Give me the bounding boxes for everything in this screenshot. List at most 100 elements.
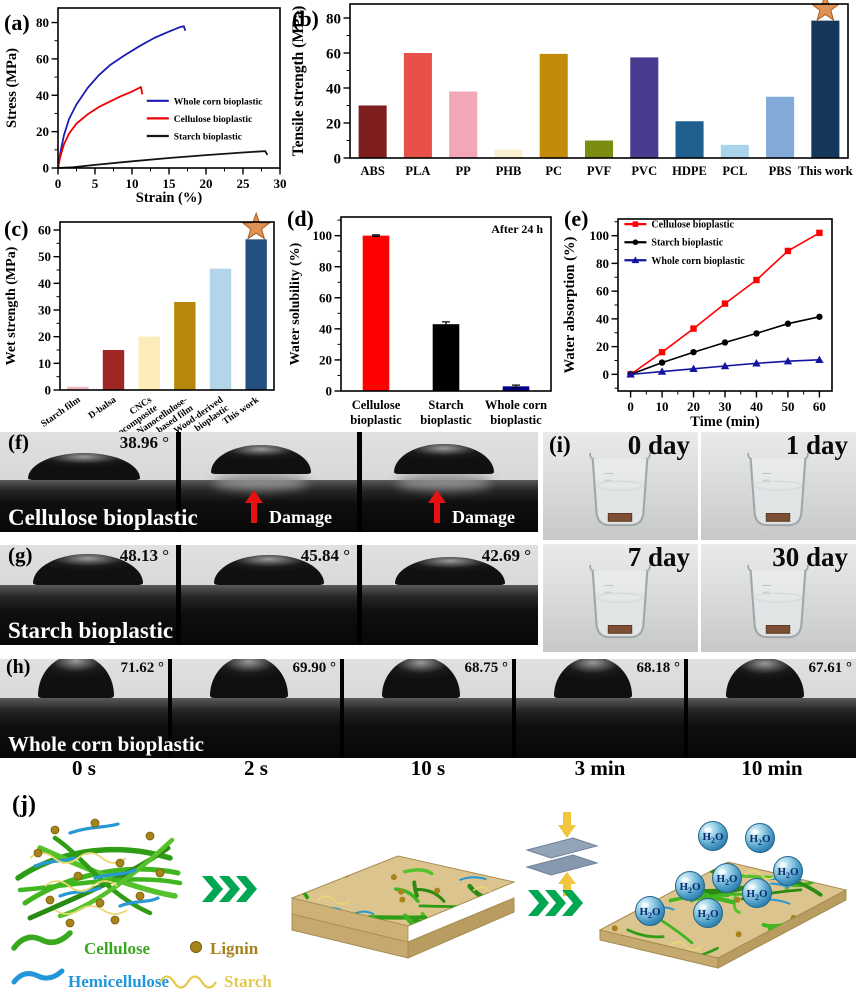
day-label: 30 day [772,544,848,572]
panel-i-beakers: 0 day (i) 1 day 7 day 30 day [543,432,856,652]
damage-mound [213,474,308,490]
svg-text:bioplastic: bioplastic [350,413,402,427]
svg-text:Water absorption (%): Water absorption (%) [562,236,578,373]
svg-text:H2O: H2O [697,908,719,922]
svg-text:PVC: PVC [631,164,657,178]
photo-frame: 68.18 ° [516,659,684,758]
svg-text:30: 30 [38,303,51,318]
svg-text:PCL: PCL [722,164,747,178]
svg-text:This work: This work [798,164,853,178]
water-droplet [554,659,632,698]
contact-angle-value: 38.96 ° [119,433,169,452]
svg-text:bioplastic: bioplastic [490,413,542,427]
damage-label: Damage [452,507,515,527]
svg-text:40: 40 [750,399,763,414]
hemicellulose-swatch [11,968,65,985]
panel-label-f: (f) [8,430,29,454]
svg-text:50: 50 [38,249,51,264]
svg-text:bioplastic: bioplastic [420,413,472,427]
legend-starch: Starch [224,972,272,991]
svg-text:80: 80 [319,259,332,274]
photo-frame: 42.69 ° [362,545,538,645]
water-droplet [28,453,140,480]
damage-mound [396,474,491,490]
svg-text:ABS: ABS [360,164,384,178]
svg-text:60: 60 [813,399,826,414]
contact-angle-value: 42.69 ° [481,546,531,565]
svg-text:60: 60 [38,223,51,238]
svg-text:H2O: H2O [749,833,771,847]
time-label: 3 min [574,756,626,780]
time-label: 0 s [72,756,96,780]
panel-label-b: (b) [292,6,319,31]
photo-frame: 71.62 ° [0,659,168,758]
svg-text:100: 100 [590,228,610,243]
svg-text:60: 60 [326,46,341,62]
water-droplet [210,659,288,698]
water-droplet [394,444,494,474]
svg-text:60: 60 [319,290,332,305]
svg-text:15: 15 [163,176,177,191]
photo-frame: 67.61 ° [688,659,856,758]
beaker-icon [733,452,823,539]
svg-text:Starch: Starch [428,398,463,412]
svg-text:Whole corn bioplastic: Whole corn bioplastic [651,256,745,267]
legend-lignin: Lignin [210,939,259,958]
svg-text:HDPE: HDPE [672,164,707,178]
chart-d-water-solubility: 0 20 40 60 80 100 Water solubility (%) Cellulos… [288,216,552,427]
damage-arrow-icon [245,490,263,523]
svg-text:80: 80 [36,15,49,30]
time-label: 10 s [410,756,446,780]
svg-text:20: 20 [200,176,213,191]
panel-label-a: (a) [4,10,30,35]
sample-surface [0,480,176,532]
svg-text:Starch bioplastic: Starch bioplastic [651,238,723,249]
svg-text:0: 0 [43,161,50,176]
svg-text:20: 20 [326,116,341,132]
beaker-icon [733,564,823,651]
svg-text:0: 0 [603,367,610,382]
contact-angle-value: 45.84 ° [300,546,350,565]
svg-text:H2O: H2O [679,881,701,895]
svg-text:25: 25 [237,176,251,191]
contact-angle-value: 71.62 ° [120,660,165,676]
bioplastic-sheet-illustration [290,855,516,959]
contact-angle-value: 67.61 ° [808,660,853,676]
svg-text:20: 20 [319,352,332,367]
svg-text:H2O: H2O [746,888,768,902]
svg-text:Tensile strength (MPa): Tensile strength (MPa) [290,6,307,157]
panel-label-i: (i) [549,432,571,457]
svg-text:PBS: PBS [769,164,792,178]
chart-b-tensile-strength: 0 20 40 60 80 Tensile strength (MPa) ABS PLA PP P… [290,0,853,178]
svg-text:Water solubility (%): Water solubility (%) [288,242,303,365]
svg-text:PLA: PLA [405,164,430,178]
svg-text:Stress (MPa): Stress (MPa) [4,48,20,128]
schematic-diagram: H2O H2O H2O H2O H2O H2O H2O H2O Cellulose Ligni… [11,812,848,991]
svg-text:40: 40 [596,311,609,326]
sample-name-label: Whole corn bioplastic [8,732,205,756]
svg-text:After 24 h: After 24 h [491,222,543,236]
water-droplet [726,659,804,698]
contact-angle-value: 68.75 ° [464,660,509,676]
svg-text:20: 20 [36,124,49,139]
photo-frame: 45.84 ° [181,545,357,645]
svg-text:Starch film: Starch film [40,395,83,429]
svg-text:20: 20 [38,329,51,344]
svg-text:Cellulose: Cellulose [352,398,401,412]
contact-angle-value: 68.18 ° [636,660,681,676]
svg-text:Cellulose bioplastic: Cellulose bioplastic [174,115,252,125]
svg-text:D-balsa: D-balsa [87,395,118,421]
panel-label-e: (e) [564,206,589,231]
legend-hemicellulose: Hemicellulose [68,972,169,991]
panel-g-starch-photos: 48.13 ° 45.84 ° 42.69 ° (g) Starch biopl… [0,543,538,645]
schematic-legend: Cellulose Lignin Hemicellulose Starch [11,930,272,991]
chart-a-stress-strain: 0 20 40 60 80 0 5 10 15 20 25 30 Stress (MPa) Strain … [4,7,287,206]
beaker-icon [575,452,665,539]
svg-text:80: 80 [326,11,341,27]
svg-text:PVF: PVF [587,164,612,178]
chart-e-water-absorption: 0 20 40 60 80 100 0 10 20 30 40 50 60 Water absorptio… [562,218,833,430]
beaker-photo: 0 day (i) [543,432,698,540]
hot-press-icon [525,812,599,896]
svg-text:H2O: H2O [702,831,724,845]
svg-text:100: 100 [313,228,333,243]
